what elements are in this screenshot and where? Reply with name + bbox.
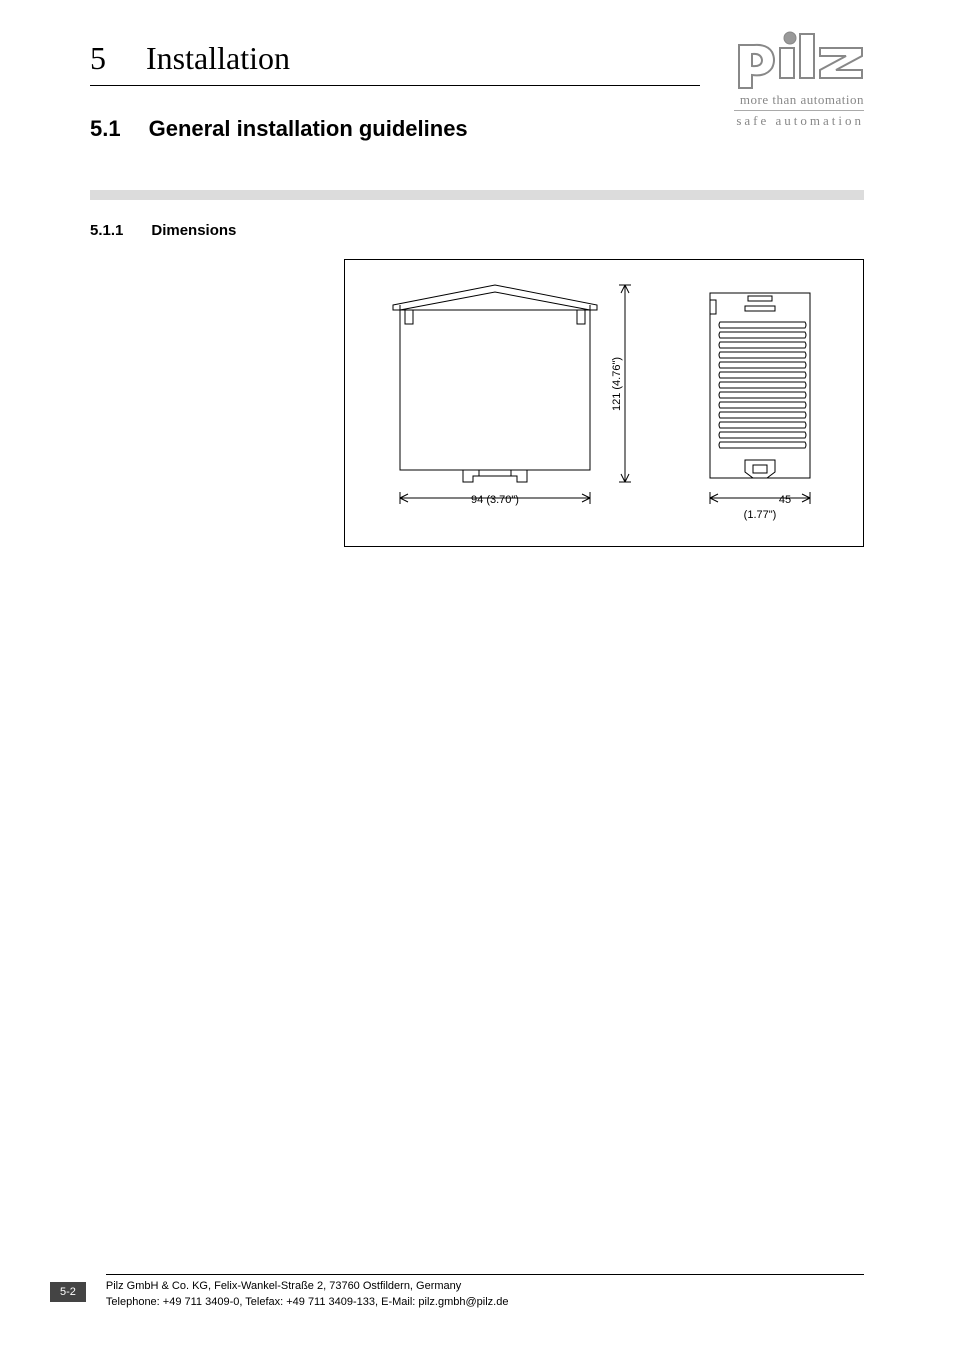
subsection-number: 5.1.1 [90,222,123,239]
pilz-logo-icon [734,30,864,90]
footer-line-2: Telephone: +49 711 3409-0, Telefax: +49 … [106,1295,864,1310]
section-divider-bar [90,190,864,200]
subsection-title: Dimensions [151,222,236,239]
page-footer: 5-2 Pilz GmbH & Co. KG, Felix-Wankel-Str… [50,1274,864,1310]
footer-company-info: Pilz GmbH & Co. KG, Felix-Wankel-Straße … [106,1274,864,1310]
section-title: General installation guidelines [149,116,468,142]
dimensions-diagram: 94 (3.70") 121 (4.76") 45 (1.77") [344,259,864,547]
dim-width-side-label-1: 45 [779,494,791,506]
section-number: 5.1 [90,116,121,142]
brand-logo: more than automation safe automation [734,30,864,129]
dim-height-label: 121 (4.76") [611,357,623,411]
dim-width-side-label-2: (1.77") [744,509,777,521]
logo-tagline-1: more than automation [734,92,864,111]
page-number-badge: 5-2 [50,1282,86,1302]
chapter-number: 5 [90,40,106,77]
dim-width-front-label: 94 (3.70") [471,494,519,506]
chapter-title: Installation [146,40,290,77]
subsection-heading: 5.1.1 Dimensions [0,200,954,239]
footer-line-1: Pilz GmbH & Co. KG, Felix-Wankel-Straße … [106,1279,864,1294]
logo-tagline-2: safe automation [734,113,864,129]
